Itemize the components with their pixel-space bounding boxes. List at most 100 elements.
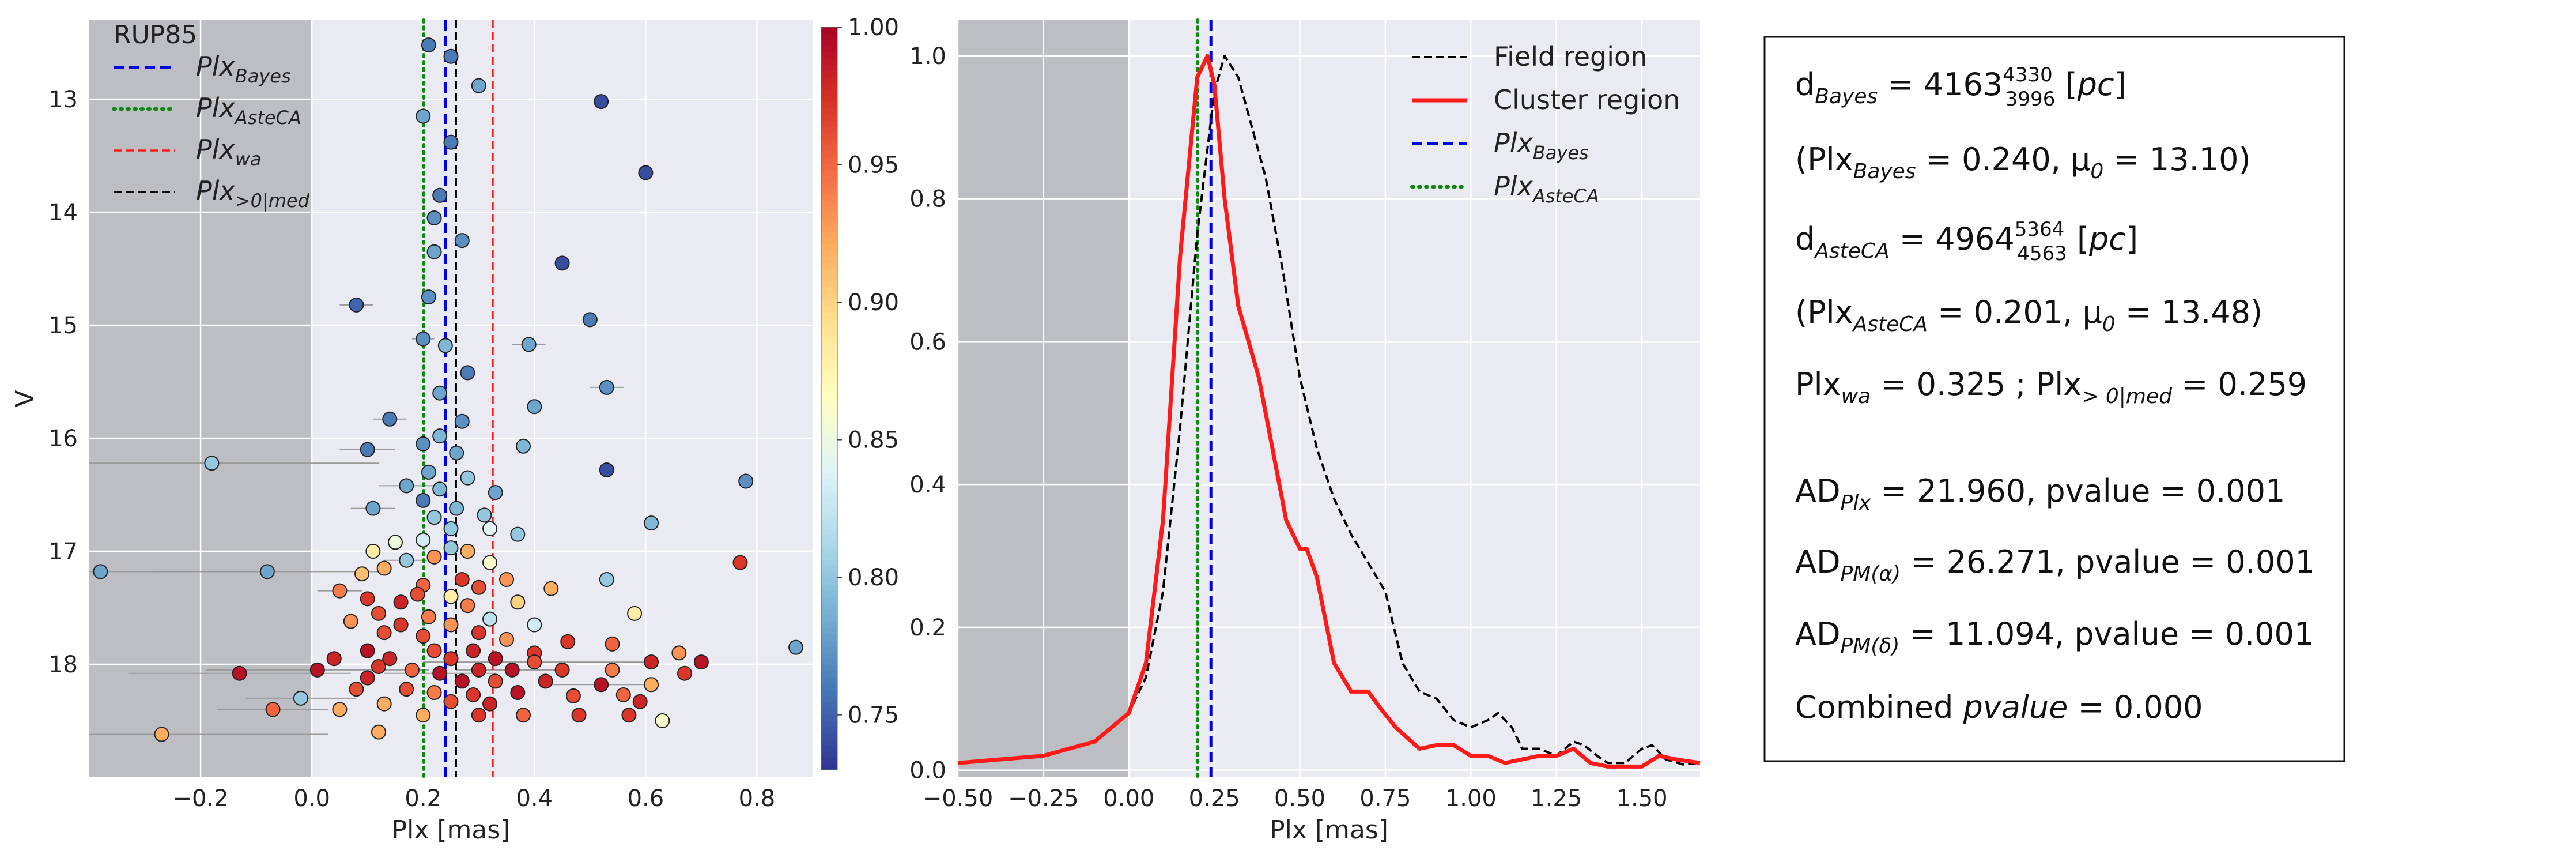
star-point: [265, 702, 281, 717]
colorbar-band: [821, 250, 837, 257]
colorbar-band: [821, 479, 837, 486]
colorbar-band: [821, 107, 837, 115]
star-point: [309, 662, 325, 678]
density-panel: −0.50 −0.25 0.00 0.25 0.50 0.75 1.00 1.25 1.50 0.…: [909, 18, 1701, 845]
star-point: [677, 665, 692, 681]
colorbar-band: [821, 522, 837, 529]
series-cluster: [957, 54, 1701, 769]
colorbar-band: [821, 658, 837, 665]
colorbar-band: [821, 429, 837, 436]
info-line: Plxwa = 0.325 ; Plx> 0|med = 0.259: [1795, 366, 2307, 408]
star-point: [410, 586, 425, 602]
star-point: [426, 685, 442, 701]
star-point: [482, 521, 498, 536]
colorbar-band: [821, 120, 837, 127]
star-point: [527, 399, 542, 415]
colorbar-band: [821, 175, 837, 183]
star-point: [443, 540, 459, 556]
colorbar-band: [821, 714, 837, 721]
star-point: [732, 555, 748, 570]
x-tick-label: 0.2: [405, 785, 441, 812]
colorbar-band: [821, 417, 837, 424]
colorbar-band: [821, 237, 837, 244]
colorbar-band: [821, 349, 837, 356]
colorbar-band: [821, 101, 837, 108]
colorbar-band: [821, 200, 837, 208]
star-point: [443, 521, 459, 536]
star-point: [426, 549, 442, 565]
star-point: [471, 625, 486, 641]
y-tick-label: 16: [48, 426, 78, 452]
star-point: [416, 492, 431, 508]
legend-label-asteca: PlxAsteCA: [196, 92, 301, 129]
star-point: [443, 589, 459, 604]
legend-label-wa: Plxwa: [196, 134, 262, 170]
colorbar-band: [821, 584, 837, 591]
colorbar-band: [821, 745, 837, 752]
star-point: [360, 442, 375, 457]
y-tick-label: 18: [48, 652, 78, 678]
star-point: [443, 617, 459, 633]
colorbar-band: [821, 763, 837, 770]
star-point: [516, 438, 531, 454]
colorbar-band: [821, 268, 837, 276]
colorbar-band: [821, 603, 837, 609]
colorbar-tick-label: 0.90: [848, 289, 899, 316]
star-point: [404, 662, 420, 678]
legend-label-bayes: PlxBayes: [1494, 127, 1589, 164]
colorbar-band: [821, 664, 837, 672]
star-point: [554, 662, 570, 678]
x-tick-label: 0.4: [516, 785, 553, 812]
star-point: [510, 685, 526, 701]
star-point: [644, 654, 659, 670]
x-tick-label: 0.6: [628, 785, 664, 812]
star-point: [788, 639, 804, 655]
star-point: [482, 611, 498, 627]
star-point: [510, 594, 526, 610]
colorbar-band: [821, 330, 837, 337]
star-point: [382, 411, 398, 427]
star-point: [432, 428, 448, 444]
star-point: [543, 581, 559, 596]
star-point: [594, 677, 609, 693]
star-point: [738, 473, 754, 489]
y-tick-label: 0.2: [909, 615, 946, 641]
star-point: [655, 713, 670, 729]
colorbar-band: [821, 355, 837, 362]
colorbar-band: [821, 281, 837, 288]
star-point: [426, 210, 442, 225]
y-tick-label: 0.4: [909, 472, 946, 498]
colorbar-tick-label: 0.75: [848, 702, 899, 729]
x-tick-label: 0.8: [739, 785, 776, 812]
star-point: [599, 462, 614, 477]
colorbar-band: [821, 739, 837, 746]
x-tick-label: 1.00: [1445, 785, 1497, 812]
star-point: [343, 614, 358, 629]
colorbar-band: [821, 540, 837, 548]
colorbar-band: [821, 262, 837, 269]
colorbar-band: [821, 491, 837, 498]
colorbar-band: [821, 225, 837, 232]
star-point: [594, 94, 609, 110]
colorbar-band: [821, 299, 837, 306]
y-axis-label: V: [10, 390, 40, 407]
x-axis-label: Plx [mas]: [1270, 815, 1388, 845]
colorbar-band: [821, 231, 837, 238]
colorbar-band: [821, 757, 837, 765]
colorbar-band: [821, 274, 837, 282]
star-point: [510, 526, 526, 542]
star-point: [488, 485, 503, 501]
colorbar-band: [821, 720, 837, 727]
colorbar-band: [821, 726, 837, 733]
y-tick-label: 0.6: [909, 329, 946, 355]
star-point: [527, 617, 542, 633]
colorbar-band: [821, 336, 837, 344]
colorbar-band: [821, 553, 837, 560]
colorbar-band: [821, 188, 837, 195]
star-point: [426, 510, 442, 525]
star-point: [632, 694, 648, 709]
colorbar-band: [821, 182, 837, 189]
x-tick-label: 0.25: [1189, 785, 1240, 812]
colorbar-band: [821, 578, 837, 585]
star-point: [326, 651, 342, 667]
